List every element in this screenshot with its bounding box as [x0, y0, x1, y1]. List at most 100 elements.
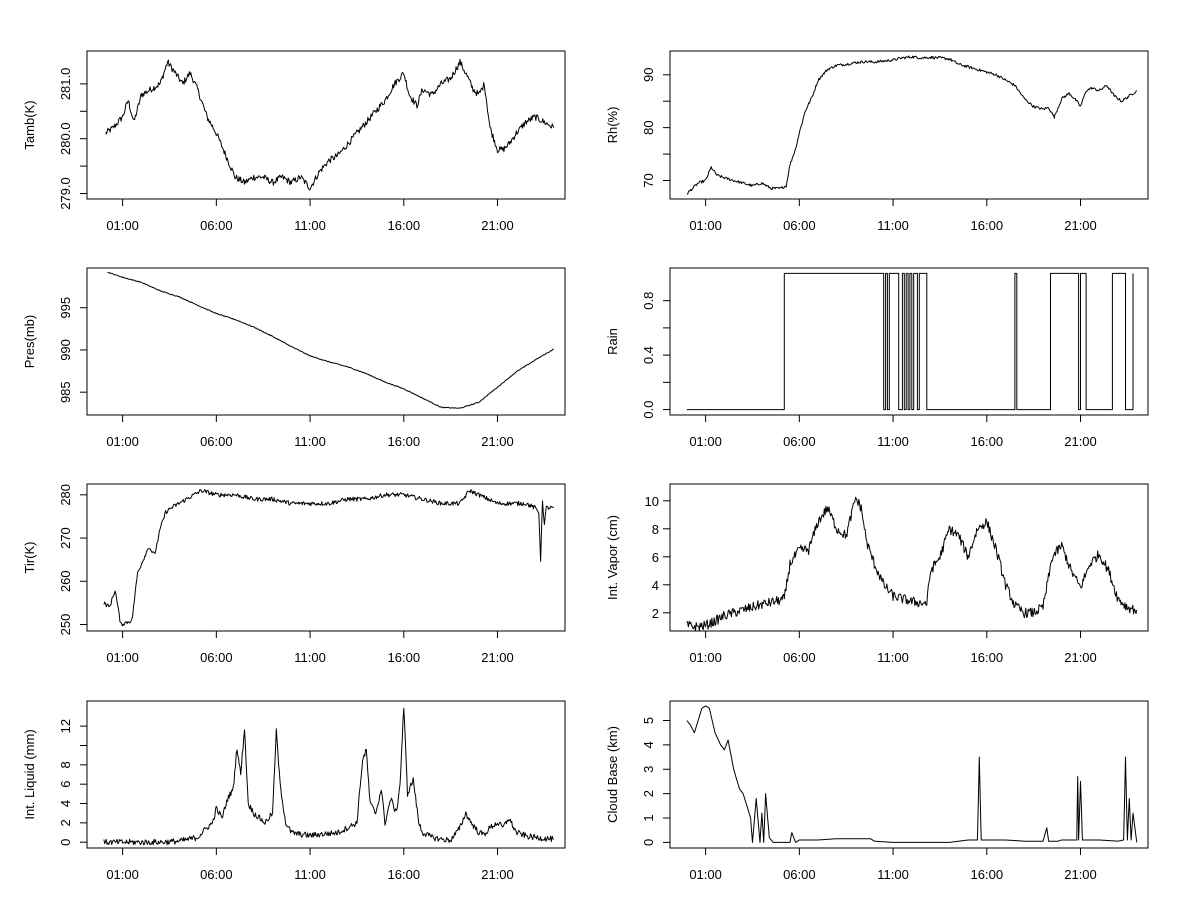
panel-5-frame	[86, 483, 566, 632]
panel-3-frame	[86, 267, 566, 416]
panel-1-y-tick-label: 280.0	[58, 122, 73, 155]
panel-5-x-tick-label: 16:00	[388, 650, 421, 665]
panel-1-x-tick-label: 01:00	[106, 218, 139, 233]
panel-3-x-tick-label: 16:00	[388, 434, 421, 449]
panel-2-y-tick-label: 90	[641, 68, 656, 82]
panel-7-y-label: Int. Liquid (mm)	[22, 729, 37, 819]
panel-6: 01:00 06:00 11:00 16:00 21:00 2 4 6 8 10 Int. Vapo…	[605, 483, 1149, 665]
panel-1-y-tick-label: 281.0	[58, 68, 73, 101]
panel-4-x-tick-label: 06:00	[783, 434, 816, 449]
panel-8-series-line	[686, 705, 1138, 843]
panel-4-y-tick-label: 0.8	[641, 292, 656, 310]
panel-2-y-tick-label: 80	[641, 120, 656, 134]
panel-1-x-tick-label: 11:00	[294, 218, 326, 233]
panel-4-y-tick-label: 0.0	[641, 401, 656, 419]
panel-8-x-tick-label: 21:00	[1064, 867, 1097, 882]
panel-7-x-tick-label: 06:00	[200, 867, 233, 882]
panel-2: 01:00 06:00 11:00 16:00 21:00 70 80 90 Rh(%)	[605, 50, 1149, 233]
panel-5-series-line	[103, 489, 555, 627]
panel-7-y-tick-label: 2	[58, 819, 73, 826]
panel-3-x-tick-label: 11:00	[294, 434, 326, 449]
panel-7-y-tick-label: 4	[58, 800, 73, 807]
panel-1-frame	[86, 50, 566, 200]
panel-7-x-tick-label: 01:00	[106, 867, 139, 882]
panel-2-x-tick-label: 21:00	[1064, 218, 1097, 233]
panel-2-y-label: Rh(%)	[605, 107, 620, 144]
panel-5-y-label: Tir(K)	[22, 541, 37, 573]
panel-4-y-tick-label: 0.4	[641, 346, 656, 364]
panel-4-frame	[669, 267, 1149, 416]
panel-4-x-tick-label: 11:00	[877, 434, 909, 449]
panel-4-x-tick-label: 01:00	[689, 434, 722, 449]
panel-8-x-tick-label: 11:00	[877, 867, 909, 882]
panel-3-y-label: Pres(mb)	[22, 315, 37, 368]
panel-8-y-tick-label: 3	[641, 766, 656, 773]
panel-6-x-tick-label: 21:00	[1064, 650, 1097, 665]
panel-4-y-label: Rain	[605, 328, 620, 355]
panel-5-y-tick-label: 260	[58, 570, 73, 592]
panel-2-x-tick-label: 01:00	[689, 218, 722, 233]
panel-3-x-tick-label: 21:00	[481, 434, 514, 449]
panel-5-y-tick-label: 270	[58, 527, 73, 549]
panel-4-series-line	[686, 272, 1134, 411]
panel-3: 01:00 06:00 11:00 16:00 21:00 985 990 995 Pres(m…	[22, 267, 566, 449]
panel-5-x-tick-label: 01:00	[106, 650, 139, 665]
panel-2-y-tick-label: 70	[641, 173, 656, 187]
panel-7-y-tick-label: 12	[58, 719, 73, 733]
panel-4-x-tick-label: 16:00	[971, 434, 1004, 449]
panel-6-y-tick-label: 8	[652, 522, 659, 537]
panel-7-y-tick-label: 6	[58, 781, 73, 788]
panel-6-y-tick-label: 6	[652, 550, 659, 565]
panel-7-x-tick-label: 11:00	[294, 867, 326, 882]
panel-8-x-tick-label: 06:00	[783, 867, 816, 882]
panel-6-x-tick-label: 11:00	[877, 650, 909, 665]
panel-8-y-tick-label: 5	[641, 717, 656, 724]
panel-6-y-tick-label: 10	[645, 494, 659, 509]
panel-8-x-tick-label: 16:00	[971, 867, 1004, 882]
panel-1-y-label: Tamb(K)	[22, 100, 37, 149]
panel-3-series-line	[107, 271, 554, 409]
panel-7-series-line	[103, 707, 555, 846]
panel-8-y-tick-label: 1	[641, 814, 656, 821]
panel-5: 01:00 06:00 11:00 16:00 21:00 250 260 270 280 Tir…	[22, 483, 566, 665]
panel-7-y-tick-label: 0	[58, 839, 73, 846]
panel-1-x-tick-label: 06:00	[200, 218, 233, 233]
panel-7-x-tick-label: 16:00	[388, 867, 421, 882]
panel-6-y-tick-label: 2	[652, 606, 659, 621]
panel-8: 01:00 06:00 11:00 16:00 21:00 0 1 2 3 4 5 Cloud Bas…	[605, 700, 1149, 882]
panel-2-x-tick-label: 11:00	[877, 218, 909, 233]
panel-6-frame	[669, 483, 1149, 632]
panel-1-x-tick-label: 21:00	[481, 218, 514, 233]
panel-1-y-tick-label: 279.0	[58, 177, 73, 210]
panel-8-y-tick-label: 4	[641, 741, 656, 748]
panel-8-y-tick-label: 0	[641, 839, 656, 846]
panel-5-y-tick-label: 250	[58, 614, 73, 636]
panel-8-frame	[669, 700, 1149, 849]
panel-4-x-tick-label: 21:00	[1064, 434, 1097, 449]
panel-2-series-line	[686, 55, 1138, 195]
panel-2-frame	[669, 50, 1149, 200]
panel-1-series-line	[105, 58, 555, 191]
panel-6-x-tick-label: 06:00	[783, 650, 816, 665]
panel-4: 01:00 06:00 11:00 16:00 21:00 0.0 0.4 0.8 Rain	[605, 267, 1149, 449]
panel-3-y-tick-label: 995	[58, 297, 73, 319]
panel-8-x-tick-label: 01:00	[689, 867, 722, 882]
panel-6-x-tick-label: 01:00	[689, 650, 722, 665]
panel-6-y-tick-label: 4	[652, 578, 659, 593]
panel-3-y-tick-label: 990	[58, 339, 73, 361]
panel-6-series-line	[686, 496, 1138, 632]
panel-5-x-tick-label: 06:00	[200, 650, 233, 665]
panel-3-x-tick-label: 06:00	[200, 434, 233, 449]
panel-2-x-tick-label: 06:00	[783, 218, 816, 233]
panel-7-x-tick-label: 21:00	[481, 867, 514, 882]
panel-7-y-tick-label: 8	[58, 761, 73, 768]
panel-5-x-tick-label: 11:00	[294, 650, 326, 665]
panel-6-x-tick-label: 16:00	[971, 650, 1004, 665]
panel-6-y-label: Int. Vapor (cm)	[605, 515, 620, 600]
panel-8-y-tick-label: 2	[641, 790, 656, 797]
panel-5-y-tick-label: 280	[58, 484, 73, 506]
panel-7-frame	[86, 700, 566, 849]
panel-5-x-tick-label: 21:00	[481, 650, 514, 665]
